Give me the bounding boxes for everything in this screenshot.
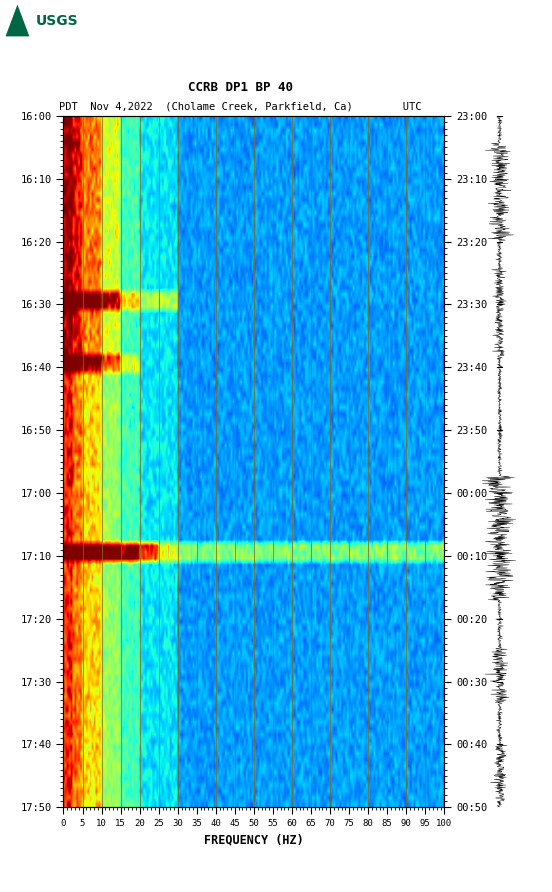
- Text: USGS: USGS: [35, 14, 78, 29]
- Text: PDT  Nov 4,2022  (Cholame Creek, Parkfield, Ca)        UTC: PDT Nov 4,2022 (Cholame Creek, Parkfield…: [59, 102, 421, 112]
- X-axis label: FREQUENCY (HZ): FREQUENCY (HZ): [204, 834, 304, 847]
- Text: CCRB DP1 BP 40: CCRB DP1 BP 40: [188, 80, 293, 94]
- Polygon shape: [6, 4, 29, 37]
